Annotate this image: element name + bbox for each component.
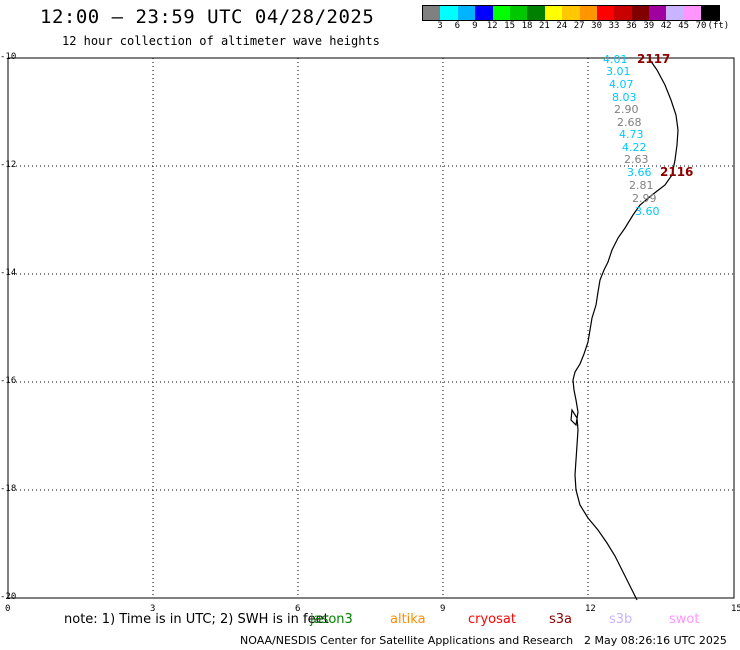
colorbar-label: 18 [521,21,533,31]
x-tick-label: 6 [295,604,301,614]
colorbar-label: 45 [678,21,690,31]
colorbar-swatch [440,6,458,20]
y-tick-label: -14 [0,268,17,278]
lat-lon-grid [8,58,734,598]
map-title: 12:00 – 23:59 UTC 04/28/2025 [40,6,375,28]
satellite-legend-item: s3a [549,612,573,627]
colorbar-label: 39 [643,21,655,31]
footer-note: note: 1) Time is in UTC; 2) SWH is in fe… [64,612,329,627]
colorbar-label: 24 [556,21,568,31]
credit-text: NOAA/NESDIS Center for Satellite Applica… [240,634,574,647]
wave-height-label: 4.07 [609,78,634,91]
colorbar-swatch [562,6,580,20]
satellite-legend-item: altika [390,612,426,627]
satellite-legend-item: s3b [609,612,633,627]
wave-height-label: 4.01 [603,53,628,66]
colorbar-swatch [423,6,441,20]
wave-height-label: 3.60 [635,205,660,218]
colorbar-swatch [666,6,684,20]
coastline [570,59,679,601]
x-tick-label: 9 [440,604,446,614]
colorbar-swatch [596,6,615,20]
colorbar-swatch [683,6,702,20]
colorbar-label: 6 [454,21,461,31]
x-tick-label: 12 [585,604,596,614]
pass-number-label: 2116 [660,165,694,179]
timestamp-text: 2 May 08:26:16 UTC 2025 [584,634,727,647]
colorbar-label: 15 [504,21,516,31]
colorbar-label: 27 [573,21,585,31]
map-frame [7,57,735,599]
colorbar-label: 3 [437,21,443,31]
wave-height-label: 3.01 [606,65,631,78]
satellite-legend-item: jason3 [310,612,353,627]
pass-number-label: 2117 [637,52,671,66]
map-subtitle: 12 hour collection of altimeter wave hei… [62,34,380,48]
wave-height-label: 2.81 [629,179,654,192]
colorbar-label: 30 [591,21,603,31]
colorbar-label: 33 [608,21,620,31]
colorbar-label: 70 [695,21,707,31]
wave-height-label: 8.03 [612,91,637,104]
colorbar-swatch [527,6,545,20]
wave-height-label: 3.66 [627,166,652,179]
colorbar-swatch [579,6,597,20]
colorbar-label: 9 [472,21,478,31]
satellite-legend-item: swot [669,612,700,627]
wave-height-label: 4.73 [619,128,644,141]
x-tick-label: 0 [5,604,11,614]
satellite-legend-item: cryosat [468,612,516,627]
colorbar-label: 36 [625,21,637,31]
colorbar-swatch [492,6,510,20]
wave-height-label: 2.99 [632,192,657,205]
wave-height-label: 2.63 [624,153,649,166]
y-tick-label: -16 [0,376,17,386]
wave-height-label: 4.22 [622,141,647,154]
wave-height-label: 2.68 [617,116,642,129]
colorbar-swatch [631,6,650,20]
colorbar-swatch [457,6,476,20]
y-tick-label: -18 [0,484,17,494]
colorbar-swatch [475,6,493,20]
x-tick-label: 15 [731,604,740,614]
colorbar-label: 12 [486,21,498,31]
y-tick-label: -20 [0,592,17,602]
colorbar-swatch [544,6,563,20]
colorbar-label: (ft) [707,21,730,31]
wave-height-colorbar [422,5,720,21]
colorbar-label: 42 [660,21,672,31]
y-tick-label: -12 [0,160,17,170]
colorbar-swatch [614,6,632,20]
colorbar-label: 21 [538,21,550,31]
colorbar-swatch [509,6,528,20]
colorbar-swatch [701,6,719,20]
colorbar-swatch [649,6,667,20]
wave-height-label: 2.90 [614,103,639,116]
y-tick-label: -10 [0,52,17,62]
x-tick-label: 3 [150,604,156,614]
